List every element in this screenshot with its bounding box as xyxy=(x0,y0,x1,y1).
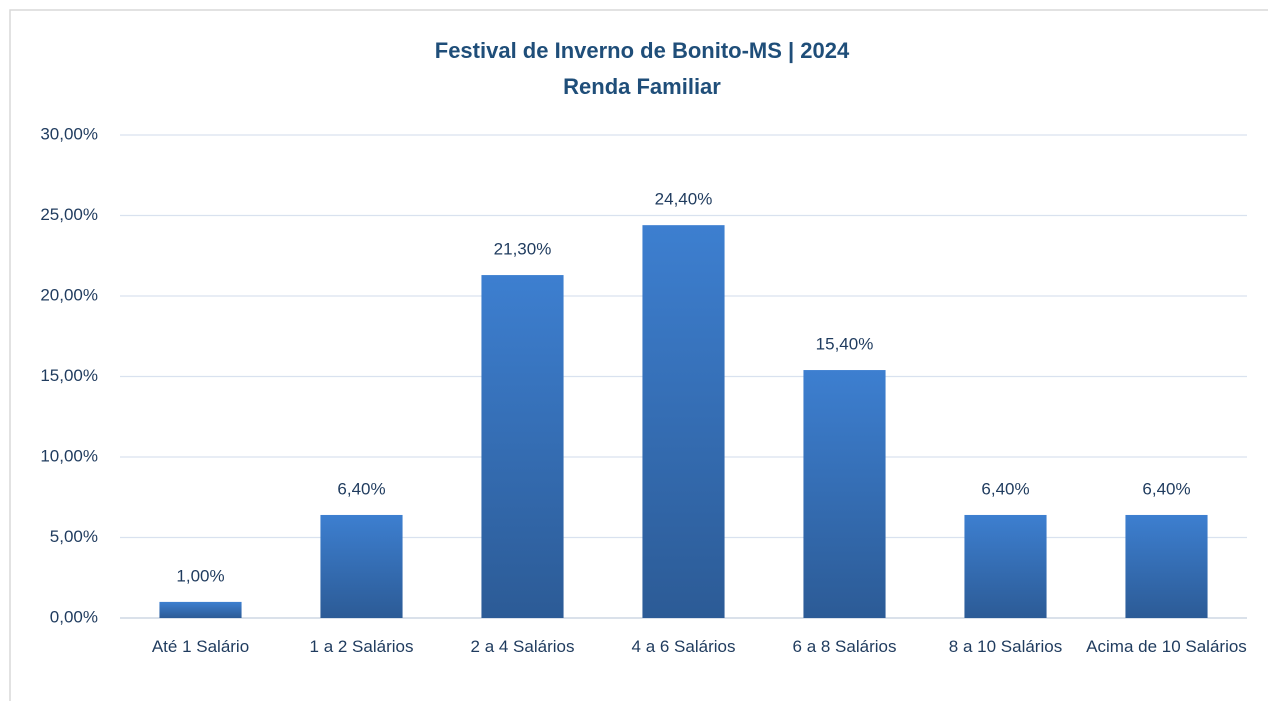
bar xyxy=(1125,514,1208,618)
x-tick-label: 1 a 2 Salários xyxy=(309,637,414,656)
x-tick-label-box: Acima de 10 Salários xyxy=(1086,637,1247,656)
y-tick-label: 15,00% xyxy=(40,366,98,385)
x-tick-label-box: 6 a 8 Salários xyxy=(792,637,897,656)
bar xyxy=(964,514,1047,618)
y-tick-label: 25,00% xyxy=(40,205,98,224)
bar xyxy=(642,225,725,618)
y-tick-label: 20,00% xyxy=(40,285,98,304)
chart-title: Festival de Inverno de Bonito-MS | 2024 xyxy=(435,38,850,63)
chart-frame xyxy=(9,9,1268,701)
x-tick-label-box: 8 a 10 Salários xyxy=(948,637,1063,656)
data-label: 6,40% xyxy=(337,479,385,498)
bar xyxy=(803,370,886,618)
data-label: 6,40% xyxy=(1142,479,1190,498)
chart-subtitle: Renda Familiar xyxy=(563,74,721,99)
bar xyxy=(320,514,403,618)
y-tick-label: 30,00% xyxy=(40,124,98,143)
x-tick-label: 4 a 6 Salários xyxy=(631,637,736,656)
x-tick-label-box: 4 a 6 Salários xyxy=(631,637,736,656)
y-tick-label: 10,00% xyxy=(40,446,98,465)
x-tick-label: Até 1 Salário xyxy=(151,637,250,656)
y-tick-label: 5,00% xyxy=(50,527,98,546)
x-tick-label: 2 a 4 Salários xyxy=(470,637,575,656)
data-label: 15,40% xyxy=(816,335,874,354)
x-tick-label: 6 a 8 Salários xyxy=(792,637,897,656)
data-label: 1,00% xyxy=(176,566,224,585)
x-tick-label-box: Até 1 Salário xyxy=(151,637,250,656)
data-label: 21,30% xyxy=(494,240,552,259)
data-label: 6,40% xyxy=(981,479,1029,498)
x-tick-label-box: 1 a 2 Salários xyxy=(309,637,414,656)
x-tick-label: 8 a 10 Salários xyxy=(948,637,1063,656)
y-tick-label: 0,00% xyxy=(50,607,98,626)
x-tick-label-box: 2 a 4 Salários xyxy=(470,637,575,656)
bar xyxy=(159,601,242,618)
x-tick-label: Acima de 10 Salários xyxy=(1086,637,1247,656)
data-label: 24,40% xyxy=(655,190,713,209)
bar xyxy=(481,275,564,618)
